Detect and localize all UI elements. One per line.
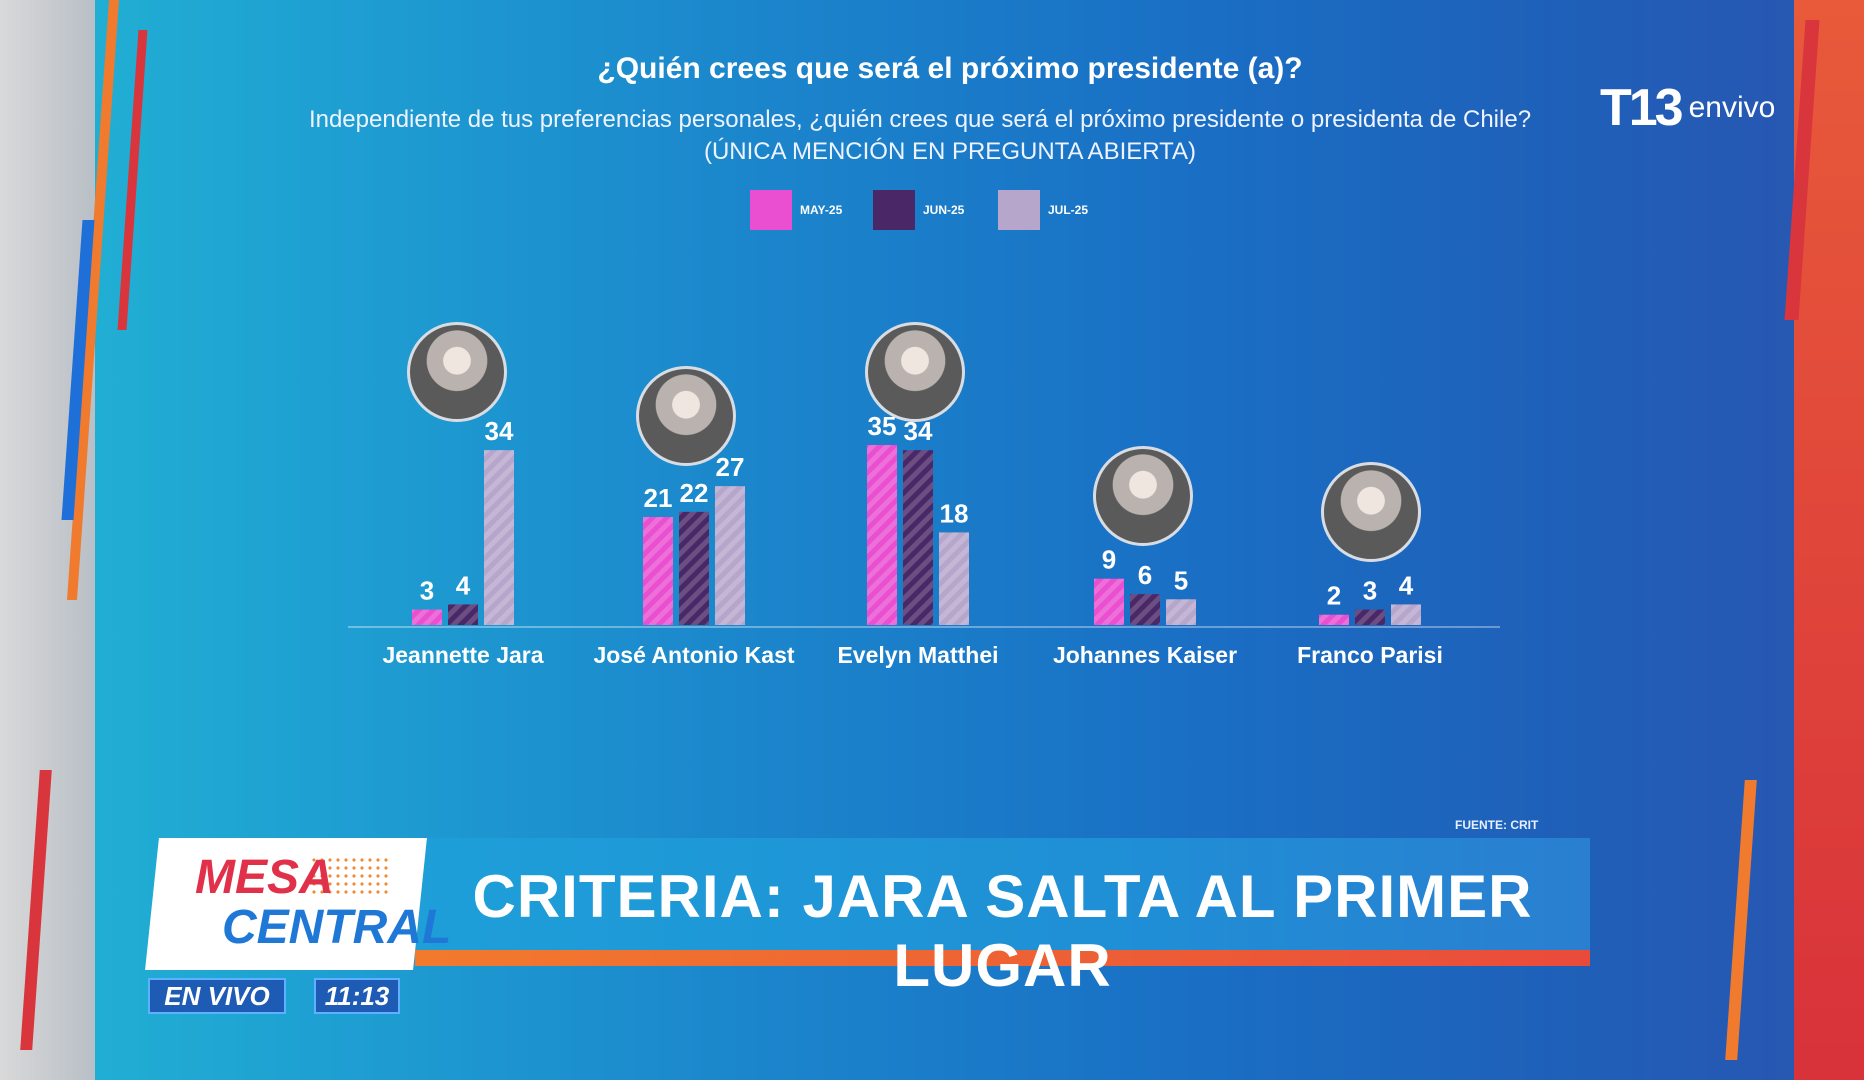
bar-hatch-franco-parisi-jun-25 xyxy=(1355,609,1385,625)
category-label-jose-antonio-kast: José Antonio Kast xyxy=(593,642,794,668)
data-label-evelyn-matthei-jun-25: 34 xyxy=(904,416,933,446)
bar-hatch-evelyn-matthei-jun-25 xyxy=(903,450,933,625)
chart-subtitle: Independiente de tus preferencias person… xyxy=(308,106,1532,133)
bar-hatch-jose-antonio-kast-jul-25 xyxy=(715,486,745,625)
lower-third-accent-line xyxy=(415,950,1590,966)
data-label-franco-parisi-may-25: 2 xyxy=(1327,581,1341,611)
chart-subtitle-note: (ÚNICA MENCIÓN EN PREGUNTA ABIERTA) xyxy=(703,138,1197,165)
legend-item-may: MAY-25 xyxy=(750,190,842,230)
data-label-franco-parisi-jul-25: 4 xyxy=(1399,570,1414,600)
avatar-jeannette-jara xyxy=(407,322,507,422)
show-logo-line1: MESA xyxy=(195,851,334,904)
data-label-johannes-kaiser-jun-25: 6 xyxy=(1138,560,1152,590)
category-label-franco-parisi: Franco Parisi xyxy=(1297,642,1443,668)
data-label-jose-antonio-kast-may-25: 21 xyxy=(644,483,673,513)
headline-text: CRITERIA: JARA SALTA AL PRIMER LUGAR xyxy=(472,863,1533,999)
avatar-franco-parisi xyxy=(1321,462,1421,562)
data-label-jose-antonio-kast-jun-25: 22 xyxy=(680,478,709,508)
chart-title: ¿Quién crees que será el próximo preside… xyxy=(597,52,1303,85)
bar-hatch-jeannette-jara-jul-25 xyxy=(484,450,514,625)
bar-hatch-franco-parisi-may-25 xyxy=(1319,614,1349,625)
data-label-johannes-kaiser-jul-25: 5 xyxy=(1174,565,1188,595)
bar-hatch-jeannette-jara-may-25 xyxy=(412,609,442,625)
legend-label-may: MAY-25 xyxy=(800,203,843,217)
avatar-jose-antonio-kast xyxy=(636,366,736,466)
data-label-johannes-kaiser-may-25: 9 xyxy=(1102,545,1116,575)
clock-badge: 11:13 xyxy=(314,978,400,1014)
avatar-evelyn-matthei xyxy=(865,322,965,422)
live-badge: EN VIVO xyxy=(148,978,286,1014)
category-label-johannes-kaiser: Johannes Kaiser xyxy=(1053,642,1237,668)
show-logo-dots xyxy=(310,856,390,896)
bar-hatch-franco-parisi-jul-25 xyxy=(1391,604,1421,625)
category-label-jeannette-jara: Jeannette Jara xyxy=(382,642,543,668)
bar-hatch-jeannette-jara-jun-25 xyxy=(448,604,478,625)
t13-logo: T13 envivo xyxy=(1600,78,1775,138)
bar-hatch-johannes-kaiser-jul-25 xyxy=(1166,599,1196,625)
data-label-evelyn-matthei-may-25: 35 xyxy=(868,411,897,441)
envivo-logo-text: envivo xyxy=(1688,91,1776,124)
bar-hatch-johannes-kaiser-may-25 xyxy=(1094,578,1124,625)
legend-item-jul: JUL-25 xyxy=(998,190,1088,230)
bar-hatch-evelyn-matthei-jul-25 xyxy=(939,532,969,625)
lower-third-bar xyxy=(415,838,1590,950)
legend-item-jun: JUN-25 xyxy=(873,190,964,230)
legend-label-jun: JUN-25 xyxy=(923,203,965,217)
legend-label-jul: JUL-25 xyxy=(1048,203,1089,217)
data-label-jeannette-jara-jun-25: 4 xyxy=(456,570,471,600)
legend-swatch-jul xyxy=(998,190,1040,230)
bar-hatch-evelyn-matthei-may-25 xyxy=(867,445,897,625)
data-label-jose-antonio-kast-jul-25: 27 xyxy=(716,452,745,482)
data-label-evelyn-matthei-jul-25: 18 xyxy=(940,498,969,528)
data-label-jeannette-jara-may-25: 3 xyxy=(420,576,434,606)
source-label: FUENTE: CRIT xyxy=(1455,818,1539,832)
avatar-johannes-kaiser xyxy=(1093,446,1193,546)
data-label-franco-parisi-jun-25: 3 xyxy=(1363,576,1377,606)
bar-hatch-johannes-kaiser-jun-25 xyxy=(1130,594,1160,625)
show-logo-line2: CENTRAL xyxy=(222,901,452,954)
category-label-evelyn-matthei: Evelyn Matthei xyxy=(837,642,998,668)
data-label-jeannette-jara-jul-25: 34 xyxy=(485,416,514,446)
legend-swatch-may xyxy=(750,190,792,230)
bar-hatch-jose-antonio-kast-may-25 xyxy=(643,517,673,625)
bar-hatch-jose-antonio-kast-jun-25 xyxy=(679,511,709,625)
legend-swatch-jun xyxy=(873,190,915,230)
t13-logo-text: T13 xyxy=(1600,79,1684,137)
